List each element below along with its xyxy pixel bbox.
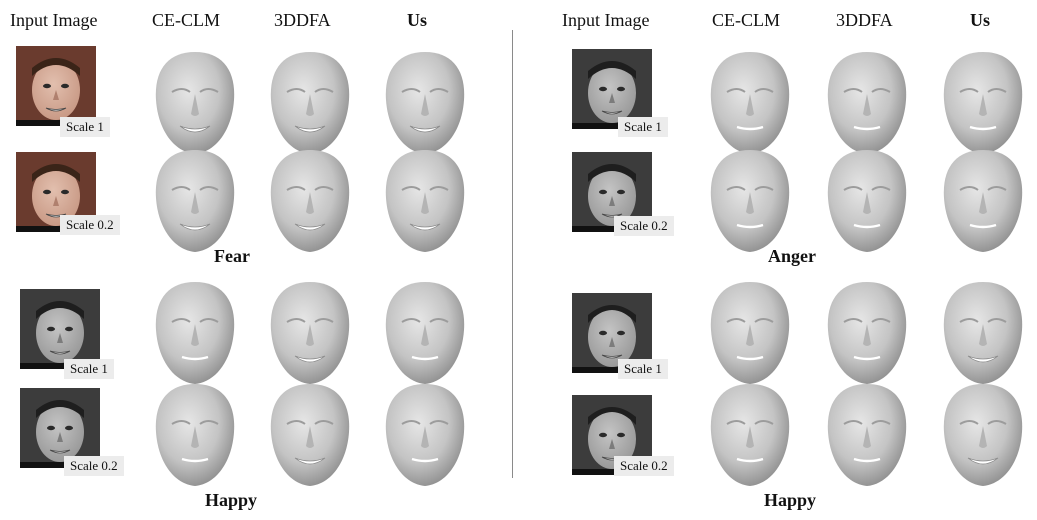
face-render-3ddfa [822,380,912,490]
face-render-ce-clm [705,48,795,158]
face-render-ce-clm [150,48,240,158]
input-photo-fear-scale-1 [16,46,96,126]
header-us-left: Us [407,10,428,30]
input-photo-anger-scale-1 [572,49,652,129]
face-render-3ddfa [822,48,912,158]
scale-label: Scale 1 [64,359,114,379]
face-render-us [380,146,470,256]
face-render-3ddfa [822,146,912,256]
header-input-image-right: Input Image [562,10,650,30]
face-render-3ddfa [822,278,912,388]
scale-label: Scale 1 [60,117,110,137]
face-render-3ddfa [265,380,355,490]
face-render-3ddfa [265,146,355,256]
panel-divider [512,30,513,478]
face-render-ce-clm [150,380,240,490]
emotion-label-anger: Anger [768,246,816,266]
face-render-3ddfa [265,278,355,388]
face-render-3ddfa [265,48,355,158]
face-render-ce-clm [705,380,795,490]
emotion-label-happy-left: Happy [205,490,258,510]
face-render-us [380,380,470,490]
scale-label: Scale 0.2 [614,216,674,236]
header-3ddfa-right: 3DDFA [836,10,893,30]
scale-label: Scale 0.2 [60,215,120,235]
scale-label: Scale 0.2 [64,456,124,476]
scale-label: Scale 1 [618,359,668,379]
face-render-us [380,278,470,388]
header-ce-clm-right: CE-CLM [712,10,781,30]
header-3ddfa-left: 3DDFA [274,10,331,30]
face-render-us [938,380,1028,490]
face-render-us [938,48,1028,158]
input-photo-happy-scale-0-2 [20,388,100,468]
input-photo-happy-scale-1 [20,289,100,369]
header-ce-clm-left: CE-CLM [152,10,221,30]
header-us-right: Us [970,10,991,30]
face-render-ce-clm [705,146,795,256]
face-render-us [938,278,1028,388]
header-input-image-left: Input Image [10,10,98,30]
face-render-ce-clm [705,278,795,388]
face-render-ce-clm [150,146,240,256]
face-render-ce-clm [150,278,240,388]
emotion-label-happy-right: Happy [764,490,817,510]
face-render-us [380,48,470,158]
emotion-label-fear: Fear [214,246,250,266]
scale-label: Scale 1 [618,117,668,137]
input-photo-happy2-scale-0-2 [572,395,652,475]
face-render-us [938,146,1028,256]
scale-label: Scale 0.2 [614,456,674,476]
